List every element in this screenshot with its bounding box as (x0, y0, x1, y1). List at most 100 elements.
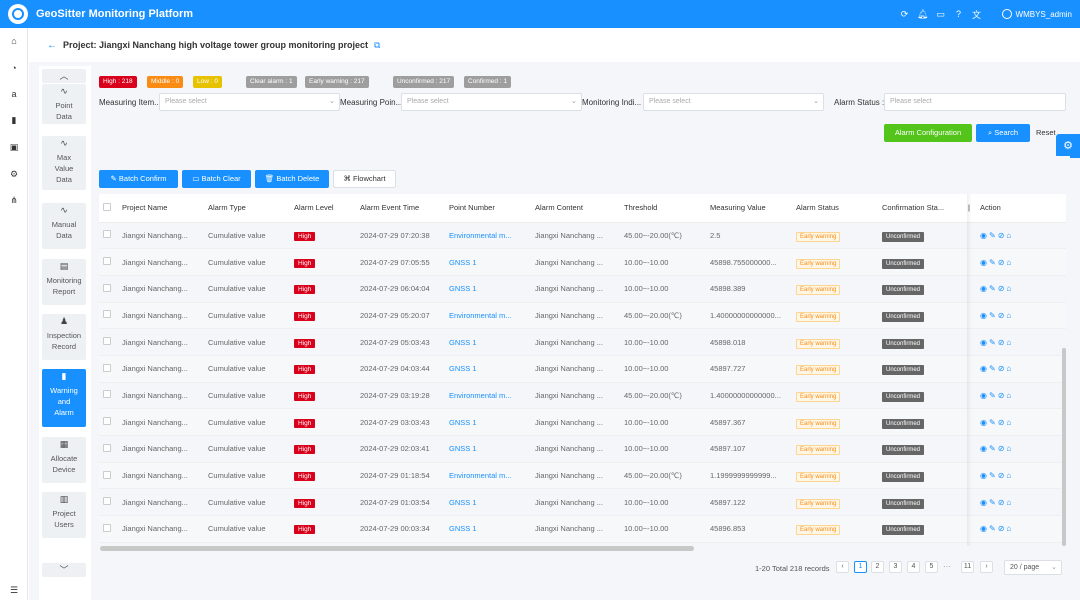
row-checkbox[interactable] (99, 302, 118, 330)
home-icon[interactable]: ⌂ (11, 36, 17, 46)
dashboard-icon[interactable]: ◔ (11, 63, 17, 73)
link-icon[interactable]: ⊘ (997, 417, 1007, 427)
settings-icon[interactable]: ⚙ (9, 169, 19, 179)
batch-confirm-button[interactable]: ✎ Batch Confirm (99, 170, 178, 188)
row-checkbox[interactable] (99, 355, 118, 383)
edit-icon[interactable]: ✎ (988, 417, 998, 427)
subnav-item-monitoring-report[interactable]: ▤ Monitoring Report (42, 259, 86, 305)
row-checkbox[interactable] (99, 328, 118, 356)
point-link[interactable]: GNSS 1 (449, 364, 477, 374)
batch-delete-button[interactable]: 🗑︎ Batch Delete (255, 170, 329, 188)
tag-high[interactable]: High : 218 (99, 76, 137, 88)
scroll-down-button[interactable]: ﹀ (42, 563, 86, 577)
link-icon[interactable]: ⊘ (997, 230, 1007, 240)
back-arrow-icon[interactable]: ← (47, 39, 57, 51)
view-icon[interactable]: ◉ (980, 471, 989, 481)
vertical-scrollbar[interactable] (1062, 348, 1066, 546)
row-checkbox[interactable] (99, 408, 118, 436)
cell-point-number[interactable]: Environmental m... (445, 382, 531, 410)
page-1-button[interactable]: 1 (854, 561, 867, 573)
table-row[interactable]: Jiangxi Nanchang... Cumulative value High 2… (99, 435, 1066, 463)
cell-point-number[interactable]: GNSS 1 (445, 488, 531, 517)
point-link[interactable]: GNSS 1 (449, 257, 477, 267)
cell-point-number[interactable]: GNSS 1 (445, 408, 531, 436)
row-checkbox[interactable] (99, 462, 118, 490)
cell-point-number[interactable]: GNSS 1 (445, 435, 531, 463)
edit-icon[interactable]: ✎ (988, 390, 998, 400)
link-icon[interactable]: ⊘ (997, 364, 1007, 374)
edit-icon[interactable]: ✎ (988, 337, 998, 347)
view-icon[interactable]: ◉ (980, 310, 989, 320)
bell-icon[interactable]: 🔔︎ (916, 8, 929, 19)
scroll-up-button[interactable]: ︿ (42, 69, 86, 83)
clear-icon[interactable]: ⌂ (1006, 230, 1014, 240)
edit-icon[interactable]: ✎ (988, 444, 998, 454)
link-icon[interactable]: ⊘ (997, 390, 1007, 400)
link-icon[interactable]: ⊘ (997, 497, 1007, 507)
device-icon[interactable]: ▣ (9, 142, 19, 152)
table-row[interactable]: Jiangxi Nanchang... Cumulative value High 2… (99, 222, 1066, 250)
row-checkbox[interactable] (99, 222, 118, 250)
clear-icon[interactable]: ⌂ (1006, 444, 1014, 454)
point-link[interactable]: GNSS 1 (449, 337, 477, 347)
horizontal-scrollbar[interactable] (100, 546, 694, 551)
row-checkbox[interactable] (99, 515, 118, 543)
table-row[interactable]: Jiangxi Nanchang... Cumulative value High 2… (99, 462, 1066, 490)
point-link[interactable]: GNSS 1 (449, 497, 477, 507)
edit-icon[interactable]: ✎ (988, 284, 998, 294)
link-icon[interactable]: ⊘ (997, 444, 1007, 454)
view-icon[interactable]: ◉ (980, 390, 989, 400)
point-link[interactable]: GNSS 1 (449, 417, 477, 427)
monitoring-indicator-select[interactable]: Please select ⌄ (643, 93, 824, 111)
row-checkbox[interactable] (99, 382, 118, 410)
table-row[interactable]: Jiangxi Nanchang... Cumulative value High 2… (99, 515, 1066, 543)
pagination-ellipsis[interactable]: ··· (943, 562, 951, 571)
view-icon[interactable]: ◉ (980, 284, 989, 294)
next-page-button[interactable]: › (980, 561, 993, 573)
edit-icon[interactable]: ✎ (988, 524, 998, 534)
cell-point-number[interactable]: Environmental m... (445, 222, 531, 250)
cell-point-number[interactable]: GNSS 1 (445, 275, 531, 303)
edit-icon[interactable]: ✎ (988, 257, 998, 267)
point-link[interactable]: Environmental m... (449, 471, 512, 481)
subnav-item-max-value-data[interactable]: ∿ Max Value Data (42, 136, 86, 190)
search-button[interactable]: ⌕ Search (976, 124, 1030, 142)
view-icon[interactable]: ◉ (980, 417, 989, 427)
tag-confirmed[interactable]: Confirmed : 1 (464, 76, 512, 88)
point-link[interactable]: Environmental m... (449, 310, 512, 320)
alarm-status-select[interactable]: Please select (884, 93, 1066, 111)
link-icon[interactable]: ⊘ (997, 524, 1007, 534)
point-link[interactable]: GNSS 1 (449, 444, 477, 454)
page-4-button[interactable]: 4 (907, 561, 920, 573)
subnav-item-manual-data[interactable]: ∿ Manual Data (42, 203, 86, 249)
building-icon[interactable]: ▮ (11, 115, 17, 125)
network-icon[interactable]: ⋔ (10, 195, 18, 205)
edit-icon[interactable]: ✎ (988, 310, 998, 320)
monitor-icon[interactable]: ▭ (936, 8, 945, 19)
page-5-button[interactable]: 5 (925, 561, 938, 573)
table-row[interactable]: Jiangxi Nanchang... Cumulative value High 2… (99, 248, 1066, 276)
point-link[interactable]: GNSS 1 (449, 284, 477, 294)
link-icon[interactable]: ⊘ (997, 257, 1007, 267)
cell-point-number[interactable]: GNSS 1 (445, 248, 531, 276)
table-row[interactable]: Jiangxi Nanchang... Cumulative value High 2… (99, 382, 1066, 410)
refresh-icon[interactable]: ⟳ (900, 8, 909, 19)
clear-icon[interactable]: ⌂ (1006, 364, 1014, 374)
subnav-item-allocate-device[interactable]: ▦ Allocate Device (42, 437, 86, 483)
cell-point-number[interactable]: Environmental m... (445, 302, 531, 330)
subnav-item-project-users[interactable]: ▥ Project Users (42, 492, 86, 538)
clear-icon[interactable]: ⌂ (1006, 337, 1014, 347)
edit-icon[interactable]: ✎ (988, 364, 998, 374)
user-menu[interactable]: WMBYS_admin (1001, 9, 1072, 19)
help-icon[interactable]: ? (956, 9, 962, 19)
cell-point-number[interactable]: GNSS 1 (445, 328, 531, 356)
tag-clear-alarm[interactable]: Clear alarm : 1 (246, 76, 297, 88)
clear-icon[interactable]: ⌂ (1006, 390, 1014, 400)
cell-point-number[interactable]: GNSS 1 (445, 515, 531, 543)
clear-icon[interactable]: ⌂ (1006, 417, 1014, 427)
view-icon[interactable]: ◉ (980, 230, 989, 240)
subnav-item-inspection-record[interactable]: ♟ Inspection Record (42, 314, 86, 360)
table-row[interactable]: Jiangxi Nanchang... Cumulative value High 2… (99, 302, 1066, 330)
cell-point-number[interactable]: GNSS 1 (445, 355, 531, 383)
view-icon[interactable]: ◉ (980, 524, 989, 534)
